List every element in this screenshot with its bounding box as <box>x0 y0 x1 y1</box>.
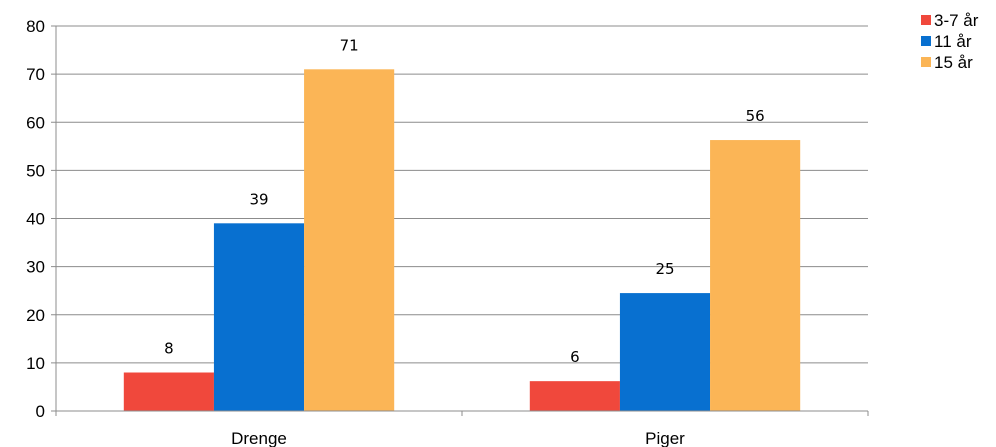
legend-label: 15 år <box>934 53 973 72</box>
y-tick-label: 20 <box>26 306 45 325</box>
bar <box>213 223 305 411</box>
y-tick-label: 0 <box>36 402 45 421</box>
legend-swatch <box>921 57 931 67</box>
data-label: 8 <box>164 340 174 358</box>
data-label: 71 <box>340 36 359 54</box>
category-labels: Drenge Piger <box>231 429 685 447</box>
y-axis-tick-labels: 0 10 20 30 40 50 60 70 80 <box>26 17 45 421</box>
bar <box>710 140 801 411</box>
legend-swatch <box>921 15 931 25</box>
y-tick-label: 80 <box>26 17 45 36</box>
y-tick-label: 40 <box>26 210 45 229</box>
legend-swatch <box>921 36 931 46</box>
bars <box>123 69 801 411</box>
legend-label: 11 år <box>934 32 972 51</box>
y-tick-label: 50 <box>26 161 45 180</box>
legend: 3-7 år 11 år 15 år <box>921 11 979 72</box>
axes <box>51 25 869 416</box>
bar <box>123 372 214 411</box>
bar <box>304 69 395 411</box>
y-tick-label: 70 <box>26 65 45 84</box>
data-labels: 8 39 71 6 25 56 <box>164 36 765 366</box>
bar <box>619 293 711 411</box>
data-label: 39 <box>249 190 268 208</box>
data-label: 25 <box>655 260 674 278</box>
category-label: Drenge <box>231 429 287 447</box>
y-tick-label: 60 <box>26 113 45 132</box>
gridlines <box>56 25 868 364</box>
data-label: 56 <box>746 107 765 125</box>
legend-label: 3-7 år <box>934 11 979 30</box>
data-label: 6 <box>570 348 580 366</box>
y-tick-label: 30 <box>26 258 45 277</box>
category-label: Piger <box>645 429 685 447</box>
bar <box>529 381 620 411</box>
y-tick-label: 10 <box>26 354 45 373</box>
